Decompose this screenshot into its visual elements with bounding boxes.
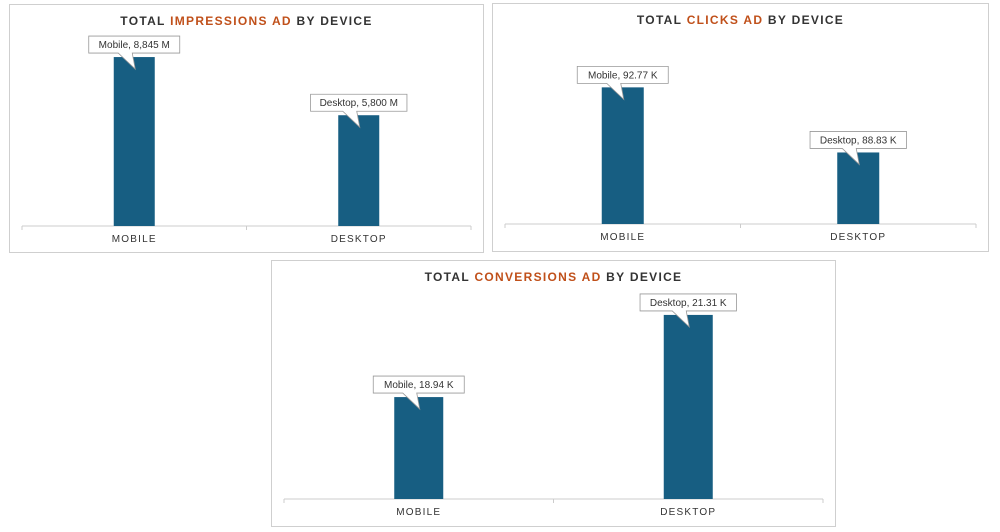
data-label-callout: Mobile, 8,845 M <box>88 35 181 71</box>
conversions-bar-chart: MOBILE Mobile, 18.94 K DESKTOP Desktop, 21.… <box>283 293 824 518</box>
data-label-callout: Mobile, 92.77 K <box>576 65 669 101</box>
bar-desktop[interactable] <box>663 314 713 499</box>
bar-desktop[interactable] <box>338 115 380 226</box>
chart-title: TOTAL CONVERSIONS AD BY DEVICE <box>424 270 683 284</box>
bar-mobile[interactable] <box>113 57 155 226</box>
chart-title-highlight: CLICKS AD <box>686 13 764 27</box>
data-label: Mobile, 92.77 K <box>588 70 658 81</box>
data-label: Mobile, 18.94 K <box>384 380 454 391</box>
clicks-bar-chart: MOBILE Mobile, 92.77 K DESKTOP Desktop, 88.… <box>504 65 977 243</box>
data-label-callout: Desktop, 21.31 K <box>639 293 737 329</box>
data-label: Mobile, 8,845 M <box>99 40 170 51</box>
chart-title-highlight: CONVERSIONS AD <box>474 270 602 284</box>
conversions-chart-panel: TOTAL CONVERSIONS AD BY DEVICE MOBILE Mob… <box>271 260 836 527</box>
x-tick-label: DESKTOP <box>660 507 716 518</box>
data-label-callout: Desktop, 88.83 K <box>809 131 907 166</box>
x-tick-label: DESKTOP <box>830 232 886 243</box>
chart-title: TOTAL IMPRESSIONS AD BY DEVICE <box>120 14 373 28</box>
bar-mobile[interactable] <box>601 87 644 224</box>
x-tick-label: DESKTOP <box>331 234 387 245</box>
chart-title-highlight: IMPRESSIONS AD <box>170 14 292 28</box>
clicks-chart-panel: TOTAL CLICKS AD BY DEVICE MOBILE Mobile, … <box>492 3 989 252</box>
x-tick-label: MOBILE <box>396 507 441 518</box>
impressions-bar-chart: MOBILE Mobile, 8,845 M DESKTOP Desktop, 5,8… <box>21 35 472 245</box>
bar-mobile[interactable] <box>394 397 444 499</box>
data-label-callout: Desktop, 5,800 M <box>310 93 408 129</box>
chart-title: TOTAL CLICKS AD BY DEVICE <box>636 13 845 27</box>
x-tick-label: MOBILE <box>600 232 645 243</box>
data-label: Desktop, 5,800 M <box>320 98 398 109</box>
x-tick-label: MOBILE <box>112 234 157 245</box>
impressions-chart-panel: TOTAL IMPRESSIONS AD BY DEVICE MOBILE Mob… <box>9 4 484 253</box>
data-label-callout: Mobile, 18.94 K <box>372 375 465 411</box>
bar-desktop[interactable] <box>837 152 880 224</box>
data-label: Desktop, 88.83 K <box>820 135 897 146</box>
data-label: Desktop, 21.31 K <box>650 298 727 309</box>
